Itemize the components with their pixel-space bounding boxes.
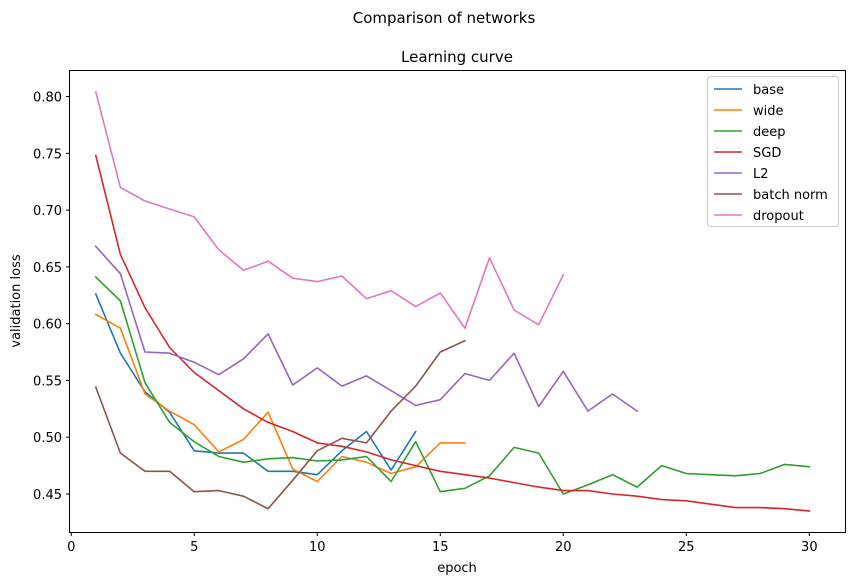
series-line-dropout xyxy=(94,91,565,330)
series-line-wide xyxy=(94,313,466,483)
x-tick-label: 25 xyxy=(678,540,695,555)
x-tick-label: 0 xyxy=(67,540,75,555)
x-axis-label: epoch xyxy=(437,561,477,576)
figure-suptitle: Comparison of networks xyxy=(353,9,536,27)
series-line-batch-norm xyxy=(94,339,466,510)
y-tick-label: 0.75 xyxy=(33,147,62,162)
y-tick-label: 0.50 xyxy=(33,431,62,446)
plot-area xyxy=(69,70,846,533)
x-tick-label: 15 xyxy=(432,540,449,555)
y-tick-label: 0.55 xyxy=(33,374,62,389)
legend-label: wide xyxy=(753,104,784,119)
y-tick-label: 0.70 xyxy=(33,204,62,219)
y-tick-label: 0.80 xyxy=(33,91,62,106)
legend-label: dropout xyxy=(753,209,804,224)
x-tick-label: 20 xyxy=(555,540,572,555)
x-axis: 0 5 10 15 20 25 30 xyxy=(67,532,818,555)
y-tick-label: 0.65 xyxy=(33,261,62,276)
series-line-sgd xyxy=(94,154,811,512)
plot-title: Learning curve xyxy=(401,48,513,66)
legend-label: SGD xyxy=(753,146,781,161)
legend-label: base xyxy=(753,83,784,98)
plot-frame xyxy=(69,70,846,533)
series-lines xyxy=(94,91,811,512)
x-tick-label: 5 xyxy=(190,540,198,555)
series-line-deep xyxy=(94,275,811,495)
legend-label: L2 xyxy=(753,167,769,182)
series-line-l2 xyxy=(94,245,639,413)
legend-label: deep xyxy=(753,125,786,140)
x-tick-label: 10 xyxy=(309,540,326,555)
y-tick-label: 0.60 xyxy=(33,318,62,333)
y-tick-label: 0.45 xyxy=(33,488,62,503)
series-line-base xyxy=(94,293,417,476)
legend: base wide deep SGD L2 batch norm dropout xyxy=(707,76,839,227)
legend-box xyxy=(707,76,839,227)
legend-label: batch norm xyxy=(753,188,828,203)
y-axis: 0.45 0.50 0.55 0.60 0.65 0.70 0.75 0.80 xyxy=(33,91,70,503)
x-tick-label: 30 xyxy=(801,540,818,555)
y-axis-label: validation loss xyxy=(9,254,24,347)
